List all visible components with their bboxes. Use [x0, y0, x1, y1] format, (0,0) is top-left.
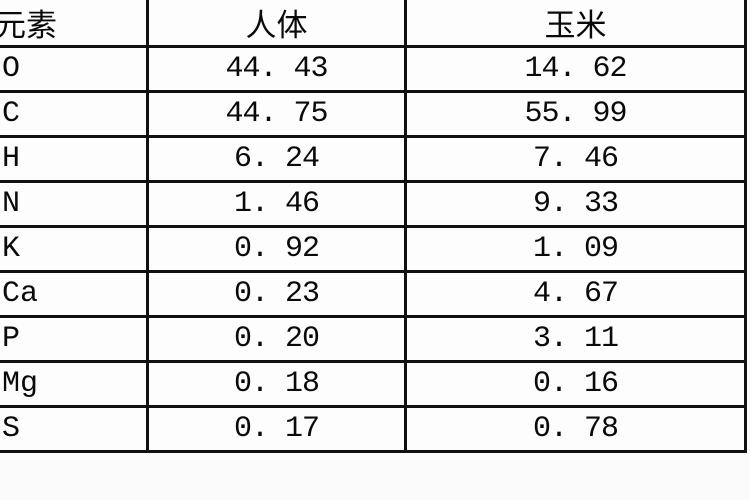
cell-human-value: 0. 17	[146, 405, 407, 453]
table-row: O 44. 43 14. 62	[0, 45, 747, 93]
cell-corn-value: 1. 09	[404, 225, 747, 273]
column-header-corn: 玉米	[404, 0, 747, 48]
cell-element-symbol: C	[0, 90, 149, 138]
cell-corn-value: 55. 99	[404, 90, 747, 138]
cell-human-value: 6. 24	[146, 135, 407, 183]
table-row: C 44. 75 55. 99	[0, 90, 747, 138]
cell-corn-value: 3. 11	[404, 315, 747, 363]
column-header-element: 元素	[0, 0, 149, 48]
table-body: O 44. 43 14. 62 C 44. 75 55. 99 H 6. 24 7. 46 N 1.…	[0, 45, 747, 453]
element-composition-table: 元素 人体 玉米 O 44. 43 14. 62 C 44. 75 55. 99 H 6. 2…	[0, 0, 747, 453]
table-row: Mg 0. 18 0. 16	[0, 360, 747, 408]
table-row: Ca 0. 23 4. 67	[0, 270, 747, 318]
cell-corn-value: 7. 46	[404, 135, 747, 183]
cell-element-symbol: S	[0, 405, 149, 453]
cell-human-value: 0. 23	[146, 270, 407, 318]
cell-element-symbol: P	[0, 315, 149, 363]
cell-element-symbol: O	[0, 45, 149, 93]
cell-human-value: 44. 43	[146, 45, 407, 93]
table-row: N 1. 46 9. 33	[0, 180, 747, 228]
cell-human-value: 0. 18	[146, 360, 407, 408]
table-row: S 0. 17 0. 78	[0, 405, 747, 453]
cell-element-symbol: H	[0, 135, 149, 183]
cell-corn-value: 0. 78	[404, 405, 747, 453]
cell-corn-value: 9. 33	[404, 180, 747, 228]
cell-human-value: 0. 92	[146, 225, 407, 273]
column-header-human-body: 人体	[146, 0, 407, 48]
cell-element-symbol: K	[0, 225, 149, 273]
header-row: 元素 人体 玉米	[0, 0, 747, 48]
cell-human-value: 0. 20	[146, 315, 407, 363]
cell-human-value: 44. 75	[146, 90, 407, 138]
table-row: P 0. 20 3. 11	[0, 315, 747, 363]
cell-corn-value: 0. 16	[404, 360, 747, 408]
cell-element-symbol: Mg	[0, 360, 149, 408]
cell-element-symbol: Ca	[0, 270, 149, 318]
table-row: K 0. 92 1. 09	[0, 225, 747, 273]
cell-element-symbol: N	[0, 180, 149, 228]
cell-corn-value: 4. 67	[404, 270, 747, 318]
cell-corn-value: 14. 62	[404, 45, 747, 93]
cell-human-value: 1. 46	[146, 180, 407, 228]
table-row: H 6. 24 7. 46	[0, 135, 747, 183]
